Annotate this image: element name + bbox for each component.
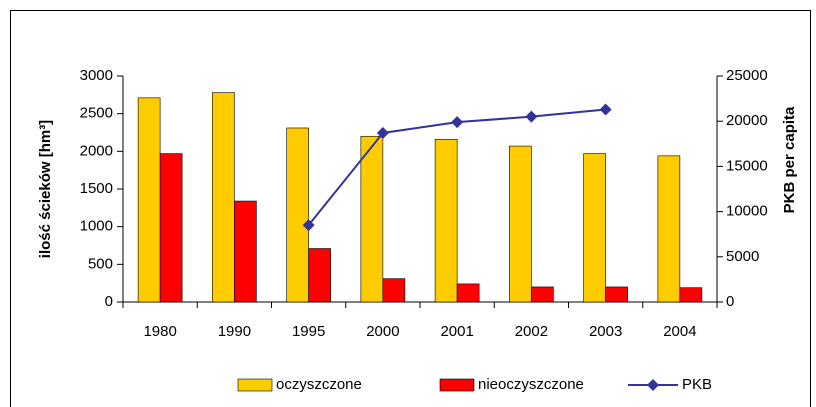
legend-swatch	[237, 378, 273, 392]
bar	[583, 153, 606, 303]
x-tick-label: 2002	[515, 323, 548, 340]
bar	[605, 286, 628, 303]
y-tick-label: 1500	[80, 180, 113, 197]
y2-tick-label: 20000	[726, 112, 768, 129]
legend-label: PKB	[682, 376, 712, 393]
y-tick-label: 0	[105, 293, 113, 310]
legend-swatch	[439, 378, 475, 392]
bar	[159, 153, 183, 303]
legend-marker	[647, 379, 659, 391]
line-marker	[451, 116, 464, 129]
bar	[657, 155, 681, 303]
x-tick-label: 1995	[292, 323, 325, 340]
x-tick-label: 1980	[143, 323, 176, 340]
x-tick-label: 2000	[366, 323, 399, 340]
y-tick-label: 1000	[80, 218, 113, 235]
chart-frame	[10, 10, 811, 407]
line-marker	[302, 219, 315, 232]
bar	[434, 138, 458, 303]
bar	[212, 92, 235, 303]
bar	[509, 145, 532, 303]
bar	[456, 283, 480, 303]
x-tick-label: 2004	[663, 323, 696, 340]
bar	[308, 248, 331, 303]
bar	[234, 200, 257, 303]
bar	[679, 287, 703, 303]
y-tick-label: 2500	[80, 105, 113, 122]
line-marker	[376, 126, 389, 139]
y2-tick-label: 10000	[726, 203, 768, 220]
y2-axis-title: PKB per capita	[781, 106, 798, 213]
y-tick-label: 500	[88, 255, 113, 272]
bar	[531, 286, 554, 303]
y2-tick-label: 5000	[726, 248, 759, 265]
y2-tick-label: 15000	[726, 157, 768, 174]
legend-label: oczyszczone	[276, 376, 362, 393]
line-marker	[599, 103, 612, 116]
x-tick-label: 2003	[589, 323, 622, 340]
legend-label: nieoczyszczone	[478, 376, 584, 393]
x-tick-label: 2001	[440, 323, 473, 340]
y-axis-title: ilość ścieków [hm³]	[37, 120, 54, 258]
y2-tick-label: 25000	[726, 67, 768, 84]
y-tick-label: 2000	[80, 142, 113, 159]
bar	[360, 135, 384, 303]
bar	[137, 97, 161, 303]
line-marker	[525, 110, 538, 123]
y2-tick-label: 0	[726, 293, 734, 310]
bar	[286, 127, 309, 303]
bar	[382, 278, 406, 303]
y-tick-label: 3000	[80, 67, 113, 84]
x-tick-label: 1990	[218, 323, 251, 340]
